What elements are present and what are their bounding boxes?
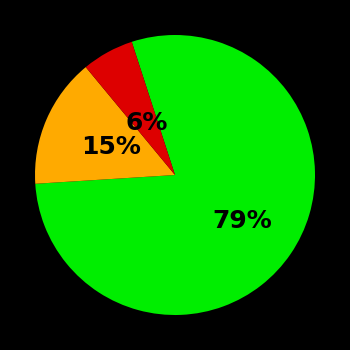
Wedge shape — [35, 67, 175, 184]
Wedge shape — [86, 42, 175, 175]
Text: 15%: 15% — [81, 135, 141, 159]
Text: 79%: 79% — [212, 209, 272, 233]
Wedge shape — [35, 35, 315, 315]
Text: 6%: 6% — [126, 111, 168, 135]
